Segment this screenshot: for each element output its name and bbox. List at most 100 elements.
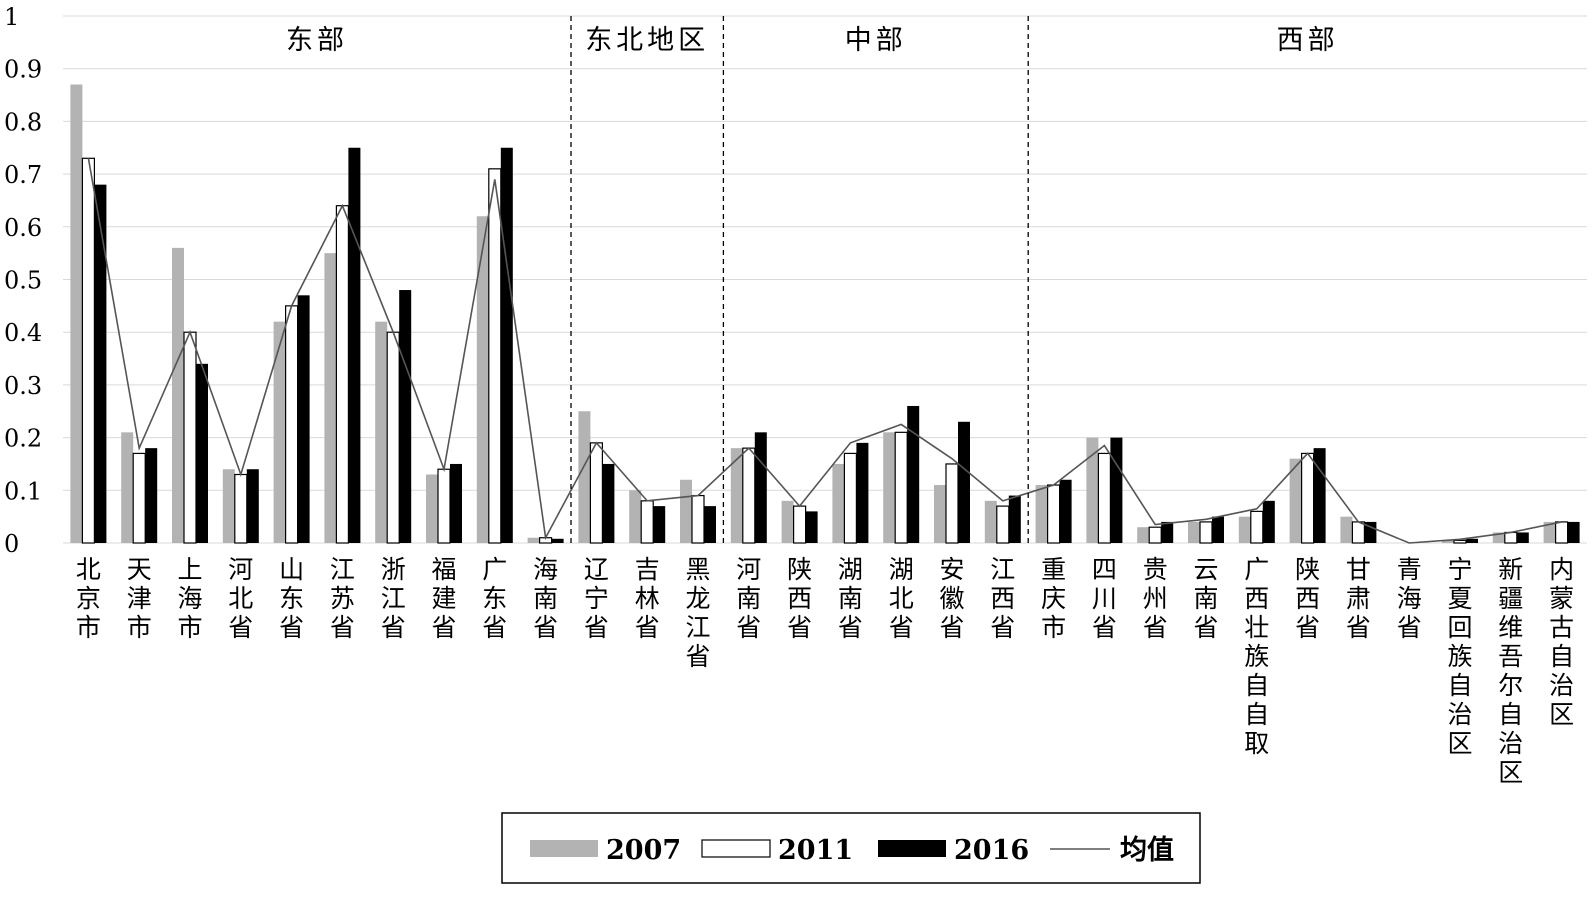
x-tick-label: 云南省 [1193, 555, 1218, 642]
bar-2011-29 [1554, 521, 1569, 544]
bar-2007-9 [527, 537, 540, 543]
bar-2007-8 [476, 216, 489, 543]
x-tick-label: 宁夏回族自治区 [1447, 555, 1472, 758]
bar-2011-7 [437, 468, 451, 544]
bar-2011-8 [488, 168, 502, 544]
bar-2011-14 [792, 505, 807, 544]
bar-2011-22 [1199, 521, 1213, 544]
bar-2016-29 [1567, 521, 1580, 543]
bar-2016-18 [1008, 495, 1021, 543]
y-tick-label: 1 [4, 3, 19, 31]
bar-2016-2 [196, 363, 208, 543]
bar-2007-5 [324, 253, 337, 543]
bar-2011-11 [640, 500, 654, 544]
x-tick-label: 海南省 [533, 555, 558, 642]
x-tick-label: 北京市 [76, 555, 101, 642]
region-label: 东北地区 [585, 25, 709, 56]
bar-2011-0 [81, 157, 96, 544]
x-tick-label: 江西省 [990, 555, 1015, 642]
bar-2011-23 [1250, 510, 1264, 544]
region-label: 中部 [845, 25, 907, 56]
bar-2016-25 [1364, 521, 1377, 543]
legend-swatch-2016 [878, 840, 946, 857]
mean-line-group [87, 158, 1562, 544]
x-tick-label: 福建省 [431, 555, 456, 642]
bar-2007-19 [1035, 485, 1048, 543]
bar-2016-28 [1516, 532, 1529, 543]
x-tick-label: 重庆市 [1041, 555, 1066, 642]
x-tick-label: 上海市 [177, 555, 202, 642]
bar-2007-24 [1289, 458, 1302, 543]
bar-2016-21 [1161, 521, 1174, 543]
bar-2007-1 [121, 432, 134, 543]
x-tick-label: 湖北省 [889, 555, 914, 642]
y-tick-label: 0.9 [4, 56, 42, 84]
legend-label: 2011 [778, 835, 853, 866]
y-tick-label: 0.3 [4, 372, 42, 400]
legend-label: 2007 [606, 835, 681, 866]
bar-2007-12 [680, 479, 692, 543]
bar-2011-2 [183, 331, 197, 544]
legend-label: 2016 [954, 835, 1029, 866]
bar-2007-16 [883, 432, 896, 543]
bar-2016-5 [348, 147, 361, 543]
x-tick-label: 陕西省 [1295, 555, 1320, 642]
bar-2007-20 [1086, 437, 1099, 543]
bar-2011-17 [945, 463, 959, 544]
bar-2007-7 [426, 474, 438, 543]
bar-2011-13 [742, 447, 756, 544]
y-tick-label: 0.2 [4, 425, 42, 453]
region-label: 东部 [286, 25, 348, 56]
x-tick-label: 广西壮族自自取 [1244, 555, 1269, 758]
bar-2016-27 [1466, 538, 1478, 543]
bar-2007-4 [273, 321, 286, 543]
x-tick-label: 浙江省 [381, 555, 406, 642]
bar-2011-28 [1504, 531, 1518, 544]
bar-2007-2 [172, 247, 184, 543]
y-tick-label: 0.7 [4, 161, 42, 189]
bar-2011-12 [691, 494, 705, 544]
legend-swatch-2007 [530, 840, 598, 857]
bar-2011-18 [996, 505, 1010, 544]
y-tick-label: 0.6 [4, 214, 42, 242]
bar-2011-19 [1046, 484, 1061, 544]
x-tick-label: 江苏省 [330, 555, 355, 642]
bar-2007-3 [222, 469, 235, 543]
bar-2007-11 [629, 490, 642, 543]
bar-2007-18 [984, 500, 997, 543]
x-tick-label: 内蒙古自治区 [1549, 555, 1574, 729]
bar-2016-17 [958, 421, 970, 543]
bar-2007-25 [1340, 516, 1353, 543]
x-tick-label: 黑龙江省 [685, 555, 710, 671]
bar-2016-16 [907, 405, 920, 543]
bar-2016-10 [602, 463, 615, 543]
bar-2007-13 [730, 448, 743, 543]
bar-2011-24 [1300, 452, 1315, 544]
bar-2016-4 [297, 295, 310, 543]
bar-2016-20 [1110, 437, 1123, 543]
bar-2011-6 [386, 331, 400, 544]
legend-box [501, 812, 1201, 884]
y-tick-label: 0.5 [4, 267, 42, 295]
x-tick-label: 河北省 [228, 555, 253, 642]
legend-swatch-2011 [701, 839, 771, 858]
x-tick-label: 山东省 [279, 555, 304, 642]
bar-2007-23 [1238, 516, 1251, 543]
legend-label: 均值 [1120, 835, 1174, 866]
mean-line [87, 158, 1562, 544]
region-dividers: 东部 东北地区 中部 西部 [286, 16, 1339, 543]
bar-2016-12 [704, 506, 716, 543]
bar-2016-9 [551, 538, 564, 543]
region-label: 西部 [1277, 25, 1339, 56]
bar-2007-29 [1543, 521, 1556, 543]
bar-2016-14 [805, 511, 818, 543]
bar-2007-14 [781, 500, 794, 543]
bar-2007-0 [70, 84, 83, 543]
bar-2016-7 [450, 463, 462, 543]
x-tick-label: 辽宁省 [584, 555, 609, 642]
x-tick-label: 天津市 [127, 555, 152, 642]
x-tick-label: 河南省 [736, 555, 761, 642]
